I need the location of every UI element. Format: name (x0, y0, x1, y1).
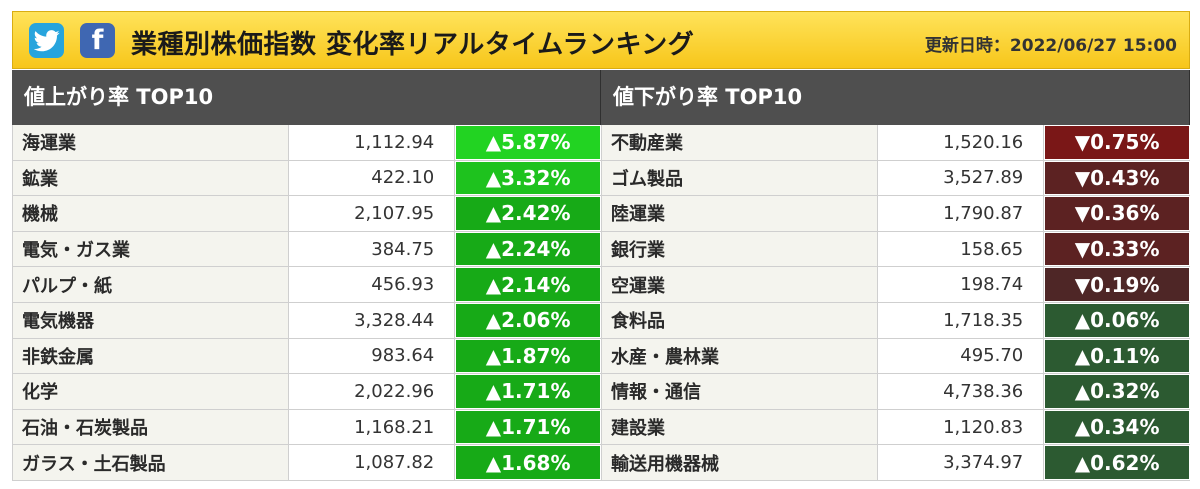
change-badge: ▲2.14% (455, 267, 601, 302)
change-badge: ▲3.32% (455, 160, 601, 196)
table-row: 輸送用機器械 3,374.97 ▲0.62% (602, 445, 1190, 481)
table-row: 電気・ガス業 384.75 ▲2.24% (13, 231, 601, 268)
gainers-title: 値上がり率 TOP10 (12, 70, 601, 125)
index-value: 422.10 (288, 160, 456, 196)
sector-name: 石油・石炭製品 (13, 409, 289, 445)
sector-name: 空運業 (602, 267, 878, 302)
losers-panel: 値下がり率 TOP10 不動産業 1,520.16 ▼0.75% ゴム製品 3,527.… (601, 70, 1190, 485)
index-value: 3,328.44 (288, 302, 456, 338)
change-badge: ▲0.62% (1044, 445, 1190, 480)
index-value: 495.70 (877, 338, 1045, 374)
table-row: 食料品 1,718.35 ▲0.06% (602, 302, 1190, 339)
sector-name: 水産・農林業 (602, 338, 878, 374)
index-value: 4,738.36 (877, 374, 1045, 409)
change-badge: ▼0.43% (1044, 160, 1190, 196)
index-value: 158.65 (877, 231, 1045, 267)
sector-name: 食料品 (602, 302, 878, 338)
table-row: 空運業 198.74 ▼0.19% (602, 267, 1190, 303)
index-value: 2,107.95 (288, 196, 456, 231)
sector-name: 情報・通信 (602, 374, 878, 409)
change-badge: ▲0.06% (1044, 302, 1190, 338)
index-value: 1,168.21 (288, 409, 456, 445)
index-value: 1,120.83 (877, 409, 1045, 445)
table-row: 情報・通信 4,738.36 ▲0.32% (602, 374, 1190, 410)
table-row: 機械 2,107.95 ▲2.42% (13, 196, 601, 232)
table-row: ゴム製品 3,527.89 ▼0.43% (602, 160, 1190, 197)
change-badge: ▲0.11% (1044, 338, 1190, 374)
table-row: 鉱業 422.10 ▲3.32% (13, 160, 601, 197)
index-value: 384.75 (288, 231, 456, 267)
sector-name: パルプ・紙 (13, 267, 289, 302)
index-value: 456.93 (288, 267, 456, 302)
table-row: 陸運業 1,790.87 ▼0.36% (602, 196, 1190, 232)
table-row: 水産・農林業 495.70 ▲0.11% (602, 338, 1190, 375)
index-value: 1,087.82 (288, 445, 456, 480)
sector-name: 機械 (13, 196, 289, 231)
sector-name: 鉱業 (13, 160, 289, 196)
facebook-share-button[interactable]: f (80, 23, 115, 58)
index-value: 3,374.97 (877, 445, 1045, 480)
sector-name: 陸運業 (602, 196, 878, 231)
change-badge: ▲1.71% (455, 409, 601, 445)
change-badge: ▼0.19% (1044, 267, 1190, 302)
sector-name: 不動産業 (602, 125, 878, 160)
header-bar: f 業種別株価指数 変化率リアルタイムランキング 更新日時：2022/06/27… (12, 11, 1190, 69)
change-badge: ▲0.34% (1044, 409, 1190, 445)
change-badge: ▲5.87% (455, 125, 601, 160)
twitter-share-button[interactable] (29, 23, 64, 58)
index-value: 1,718.35 (877, 302, 1045, 338)
table-row: 海運業 1,112.94 ▲5.87% (13, 125, 601, 161)
table-row: 化学 2,022.96 ▲1.71% (13, 374, 601, 410)
table-row: 建設業 1,120.83 ▲0.34% (602, 409, 1190, 446)
change-badge: ▲1.87% (455, 338, 601, 374)
sector-name: 海運業 (13, 125, 289, 160)
page-title: 業種別株価指数 変化率リアルタイムランキング (131, 30, 695, 60)
index-value: 983.64 (288, 338, 456, 374)
table-row: ガラス・土石製品 1,087.82 ▲1.68% (13, 445, 601, 481)
gainers-list: 海運業 1,112.94 ▲5.87% 鉱業 422.10 ▲3.32% 機械 2,107.9… (12, 125, 601, 481)
change-badge: ▲2.06% (455, 302, 601, 338)
ranking-widget: f 業種別株価指数 変化率リアルタイムランキング 更新日時：2022/06/27… (12, 11, 1190, 485)
sector-name: 電気・ガス業 (13, 231, 289, 267)
change-badge: ▼0.36% (1044, 196, 1190, 231)
table-row: パルプ・紙 456.93 ▲2.14% (13, 267, 601, 303)
index-value: 1,112.94 (288, 125, 456, 160)
index-value: 3,527.89 (877, 160, 1045, 196)
index-value: 198.74 (877, 267, 1045, 302)
table-row: 非鉄金属 983.64 ▲1.87% (13, 338, 601, 375)
index-value: 2,022.96 (288, 374, 456, 409)
change-badge: ▲1.71% (455, 374, 601, 409)
sector-name: 電気機器 (13, 302, 289, 338)
sector-name: 輸送用機器械 (602, 445, 878, 480)
table-row: 石油・石炭製品 1,168.21 ▲1.71% (13, 409, 601, 446)
sector-name: 銀行業 (602, 231, 878, 267)
change-badge: ▲2.24% (455, 231, 601, 267)
sector-name: 建設業 (602, 409, 878, 445)
index-value: 1,790.87 (877, 196, 1045, 231)
change-badge: ▲2.42% (455, 196, 601, 231)
losers-list: 不動産業 1,520.16 ▼0.75% ゴム製品 3,527.89 ▼0.43% 陸運業 1… (601, 125, 1190, 481)
twitter-icon (33, 29, 60, 51)
sector-name: 化学 (13, 374, 289, 409)
sector-name: ガラス・土石製品 (13, 445, 289, 480)
facebook-icon: f (91, 25, 104, 56)
table-row: 不動産業 1,520.16 ▼0.75% (602, 125, 1190, 161)
change-badge: ▲1.68% (455, 445, 601, 480)
change-badge: ▲0.32% (1044, 374, 1190, 409)
change-badge: ▼0.33% (1044, 231, 1190, 267)
gainers-panel: 値上がり率 TOP10 海運業 1,112.94 ▲5.87% 鉱業 422.10 ▲3.… (12, 70, 601, 485)
index-value: 1,520.16 (877, 125, 1045, 160)
updated-timestamp: 更新日時：2022/06/27 15:00 (924, 36, 1177, 56)
sector-name: ゴム製品 (602, 160, 878, 196)
losers-title: 値下がり率 TOP10 (601, 70, 1190, 125)
sector-name: 非鉄金属 (13, 338, 289, 374)
table-row: 電気機器 3,328.44 ▲2.06% (13, 302, 601, 339)
table-row: 銀行業 158.65 ▼0.33% (602, 231, 1190, 268)
change-badge: ▼0.75% (1044, 125, 1190, 160)
